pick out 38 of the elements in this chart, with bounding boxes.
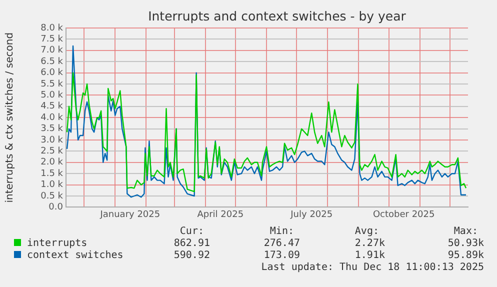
text: 2.27k xyxy=(354,238,385,249)
text: Last update: Thu Dec 18 11:00:13 2025 xyxy=(261,262,484,273)
y-tick-label: 2.0 k xyxy=(40,158,64,168)
legend-label: context switches xyxy=(26,250,124,261)
text: 862.91 xyxy=(174,238,210,249)
text: Avg: xyxy=(354,226,379,237)
text: Min: xyxy=(270,226,294,237)
x-tick-label: July 2025 xyxy=(290,210,333,220)
y-tick-label: 0.0 xyxy=(48,202,64,213)
y-tick-label: 6.5 k xyxy=(40,56,64,67)
y-tick-label: 7.0 k xyxy=(40,46,64,56)
y-tick-label: 3.5 k xyxy=(40,124,64,134)
y-axis-title: interrupts & ctx switches / second xyxy=(4,32,16,203)
y-tick-label: 0.5 k xyxy=(40,191,64,202)
chart-title: Interrupts and context switches - by year xyxy=(148,8,407,24)
y-tick-label: 5.5 k xyxy=(40,79,64,90)
text: 590.92 xyxy=(174,250,210,261)
text: 173.09 xyxy=(264,250,300,261)
y-tick-label: 4.5 k xyxy=(40,102,64,112)
y-tick-label: 4.0 k xyxy=(40,112,64,123)
text: 1.91k xyxy=(354,250,385,261)
text: 276.47 xyxy=(264,238,300,249)
y-tick-label: 3.0 k xyxy=(40,135,64,146)
y-tick-label: 1.0 k xyxy=(40,180,64,190)
y-tick-label: 7.5 k xyxy=(40,34,64,45)
text: 95.89k xyxy=(448,250,484,261)
y-tick-label: 2.5 k xyxy=(40,146,64,157)
text: 50.93k xyxy=(448,238,484,249)
text: Max: xyxy=(454,226,478,237)
text: Cur: xyxy=(180,226,204,237)
x-tick-label: April 2025 xyxy=(197,210,244,220)
legend-label: interrupts xyxy=(26,238,88,249)
x-tick-label: January 2025 xyxy=(99,210,160,220)
y-tick-label: 1.5 k xyxy=(40,168,64,179)
y-tick-label: 6.0 k xyxy=(40,68,64,78)
y-tick-label: 5.0 k xyxy=(40,90,64,101)
x-tick-label: October 2025 xyxy=(372,210,435,220)
y-tick-label: 8.0 k xyxy=(40,23,64,34)
